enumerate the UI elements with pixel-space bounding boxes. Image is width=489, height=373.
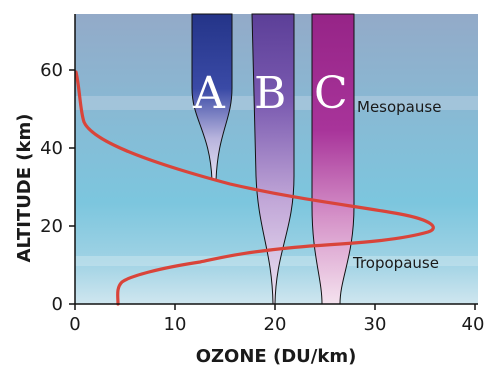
ozone-profile-curve <box>74 70 435 306</box>
mesopause-label: Mesopause <box>357 98 441 116</box>
band-a-letter: A <box>192 68 226 119</box>
tropopause-label: Tropopause <box>352 254 439 272</box>
x-tick-label-10: 10 <box>164 314 187 335</box>
x-tick-label-30: 30 <box>364 314 387 335</box>
y-tick-label-20: 20 <box>40 216 63 237</box>
band-c <box>311 13 355 305</box>
y-axis-title: ALTITUDE (km) <box>14 114 35 263</box>
x-tick-label-40: 40 <box>462 314 485 335</box>
band-b-letter: B <box>254 68 286 119</box>
y-tick-label-40: 40 <box>40 138 63 159</box>
x-tick-label-0: 0 <box>69 314 80 335</box>
x-axis-title: OZONE (DU/km) <box>196 346 357 367</box>
y-tick-label-0: 0 <box>52 294 63 315</box>
y-tick-label-60: 60 <box>40 60 63 81</box>
band-c-letter: C <box>314 68 348 119</box>
x-tick-label-20: 20 <box>264 314 287 335</box>
